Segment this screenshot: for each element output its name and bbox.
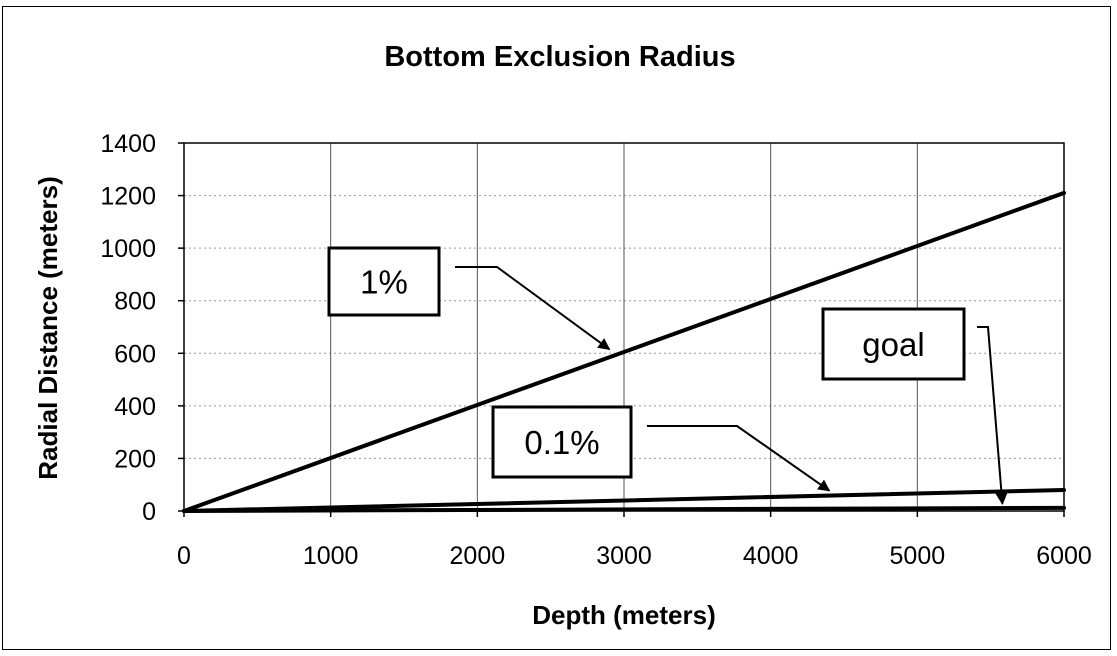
annotations: 1% 0.1% goal [327, 246, 1008, 506]
y-axis-label: Radial Distance (meters) [33, 176, 63, 479]
x-tick-label: 1000 [303, 542, 359, 570]
annotation-arrow-0-1 [647, 425, 831, 492]
series-line-goal [182, 505, 1066, 513]
y-tick-label: 600 [114, 340, 156, 368]
series-line-0-1 [182, 487, 1066, 513]
y-tick-labels: 0 200 400 600 800 1000 1200 1400 [100, 130, 184, 526]
series-line-1 [182, 190, 1066, 513]
y-tick-label: 800 [114, 288, 156, 316]
annotation-box-goal [821, 307, 966, 381]
x-tick-label: 5000 [890, 542, 946, 570]
x-tick-label: 3000 [596, 542, 652, 570]
y-tick-label: 1400 [100, 130, 156, 158]
y-tick-label: 1000 [100, 235, 156, 263]
y-tick-label: 1200 [100, 183, 156, 211]
y-tick-label: 400 [114, 393, 156, 421]
x-tick-label: 6000 [1036, 542, 1092, 570]
x-axis-label: Depth (meters) [532, 600, 715, 630]
x-tick-label: 4000 [743, 542, 799, 570]
annotation-box-1 [327, 246, 441, 317]
annotation-label-1: 1% [360, 264, 408, 301]
y-tick-label: 0 [142, 498, 156, 526]
annotation-arrow-1 [455, 266, 611, 351]
annotation-label-goal: goal [862, 326, 924, 363]
series-lines [182, 190, 1066, 513]
annotation-box-0-1 [491, 405, 633, 479]
x-tick-label: 0 [177, 542, 191, 570]
x-tick-labels: 0 1000 2000 3000 4000 5000 6000 [177, 511, 1092, 570]
chart-title: Bottom Exclusion Radius [384, 41, 735, 73]
annotation-arrow-goal [977, 326, 1008, 506]
annotation-label-0-1: 0.1% [524, 424, 599, 461]
x-tick-label: 2000 [450, 542, 506, 570]
y-tick-label: 200 [114, 445, 156, 473]
